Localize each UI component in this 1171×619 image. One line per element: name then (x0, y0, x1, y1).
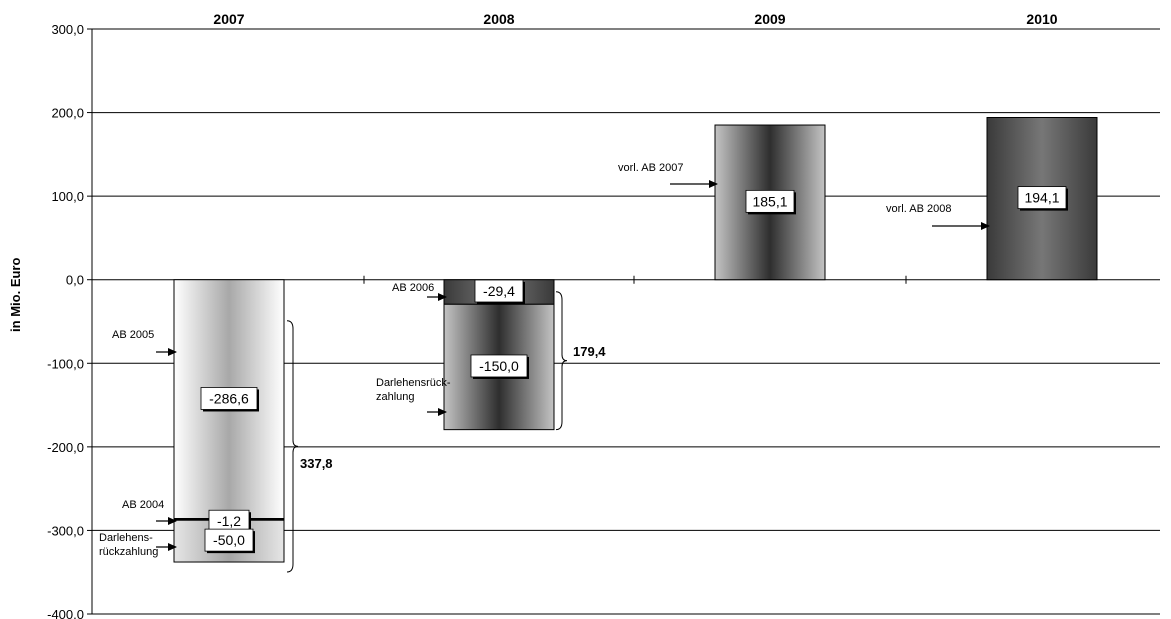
value-label-2007-1: -286,6 (209, 390, 249, 406)
value-label-box (745, 189, 795, 213)
category-label-2009: 2009 (754, 11, 785, 27)
value-label-box (1017, 186, 1067, 210)
value-label-2008-2: -150,0 (479, 358, 519, 374)
y-tick-label: -400,0 (47, 607, 84, 619)
annotation-line: Darlehens- (99, 532, 153, 544)
annotation-line: rückzahlung (99, 546, 158, 558)
annotation-line: AB 2006 (392, 282, 434, 294)
value-label-2009-1: 185,1 (752, 193, 787, 209)
value-label-2007-2: -1,2 (217, 513, 241, 529)
value-label-box (204, 528, 254, 552)
value-label-2010-1: 194,1 (1024, 190, 1059, 206)
annotation-line: vorl. AB 2007 (618, 162, 683, 174)
category-label-2007: 2007 (213, 11, 244, 27)
annotation-line: zahlung (376, 391, 415, 403)
annotation-label-2007-2: AB 2004 (122, 499, 164, 511)
y-tick-label: -300,0 (47, 523, 84, 538)
annotation-line: vorl. AB 2008 (886, 203, 951, 215)
y-tick-label: -100,0 (47, 356, 84, 371)
annotation-label-2007-1: AB 2005 (112, 329, 154, 341)
y-tick-label: 300,0 (51, 22, 84, 37)
annotation-label-2010-1: vorl. AB 2008 (886, 203, 951, 215)
y-tick-label: 100,0 (51, 189, 84, 204)
annotation-label-2009-1: vorl. AB 2007 (618, 162, 683, 174)
value-label-2007-3: -50,0 (213, 532, 245, 548)
total-label-2008: 179,4 (573, 344, 606, 359)
y-tick-label: 200,0 (51, 106, 84, 121)
annotation-line: Darlehensrück- (376, 377, 451, 389)
y-axis-title: in Mio. Euro (8, 258, 23, 332)
category-label-2008: 2008 (483, 11, 514, 27)
annotation-line: AB 2004 (122, 499, 164, 511)
total-bracket-2008 (555, 291, 568, 431)
y-tick-label: 0,0 (66, 273, 84, 288)
annotations: AB 2005 AB 2004 Darlehens-rückzahlung AB 20… (99, 162, 990, 573)
annotation-label-2007-3: Darlehens-rückzahlung (99, 532, 158, 558)
y-tick-label: -200,0 (47, 440, 84, 455)
y-axis: 300,0 200,0 100,0 0,0 -100,0 -200,0 -300,0 -400… (8, 22, 907, 619)
value-label-box (474, 279, 524, 303)
total-bracket-2007 (286, 320, 299, 573)
category-label-2010: 2010 (1026, 11, 1057, 27)
value-label-box (200, 387, 258, 410)
annotation-line: AB 2005 (112, 329, 154, 341)
annotation-label-2008-2: Darlehensrück-zahlung (376, 377, 451, 403)
labels: 2007 2008 2009 2010 -286,6 -1,2 -50,0 337,8 -29,… (200, 11, 1068, 554)
value-label-box (470, 354, 528, 378)
value-label-2008-1: -29,4 (483, 283, 515, 299)
bars (173, 117, 1098, 563)
total-label-2007: 337,8 (300, 456, 333, 471)
annotation-label-2008-1: AB 2006 (392, 282, 434, 294)
